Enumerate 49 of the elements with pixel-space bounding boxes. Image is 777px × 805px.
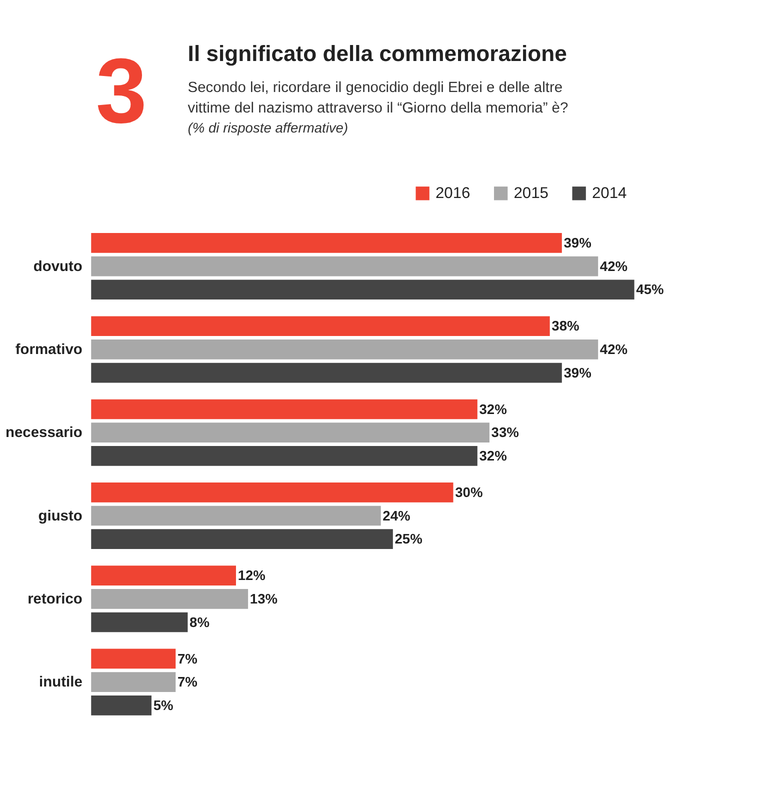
bar bbox=[91, 566, 236, 586]
bar bbox=[91, 695, 152, 716]
legend-label: 2014 bbox=[592, 184, 628, 202]
legend-label: 2015 bbox=[514, 184, 549, 202]
data-label: 24% bbox=[382, 508, 410, 524]
bar bbox=[91, 422, 490, 443]
y-tick-label: giusto bbox=[38, 508, 82, 524]
data-label: 13% bbox=[250, 592, 278, 607]
bar bbox=[91, 446, 478, 466]
data-label: 39% bbox=[564, 236, 592, 251]
bar bbox=[91, 362, 562, 383]
bar bbox=[91, 612, 188, 632]
legend-label: 2016 bbox=[435, 184, 471, 202]
bar bbox=[91, 648, 176, 669]
data-label: 7% bbox=[177, 674, 198, 690]
bar bbox=[91, 233, 562, 253]
data-label: 32% bbox=[479, 402, 507, 417]
data-label: 39% bbox=[564, 365, 592, 380]
bar bbox=[91, 340, 598, 360]
data-label: 12% bbox=[238, 568, 266, 584]
data-label: 42% bbox=[600, 342, 628, 358]
data-label: 8% bbox=[190, 614, 210, 630]
data-label: 38% bbox=[552, 318, 580, 334]
y-tick-label: formativo bbox=[15, 342, 82, 358]
data-label: 32% bbox=[479, 448, 507, 464]
data-label: 45% bbox=[636, 282, 664, 298]
bar bbox=[91, 280, 634, 300]
text: 3 bbox=[96, 40, 147, 143]
bar bbox=[91, 482, 454, 502]
y-tick-label: necessario bbox=[5, 425, 82, 442]
data-label: 5% bbox=[153, 698, 174, 714]
chart-title: Il significato della commemorazione bbox=[188, 40, 567, 66]
bar bbox=[91, 529, 393, 550]
bar bbox=[91, 316, 550, 336]
bar bbox=[91, 256, 598, 276]
data-label: 42% bbox=[600, 258, 628, 274]
chart-subtitle: Secondo lei, ricordare il genocidio degli Ebrei e delle altre vittime del nazismo attraverso il “Giorno della memoria” è? bbox=[188, 80, 568, 116]
data-label: 30% bbox=[455, 485, 483, 500]
data-label: 33% bbox=[491, 425, 519, 440]
bar bbox=[91, 588, 248, 609]
y-tick-label: dovuto bbox=[33, 258, 82, 275]
bar bbox=[91, 672, 176, 692]
bar bbox=[91, 399, 478, 420]
data-label: 25% bbox=[394, 532, 422, 547]
text: (% di risposte affermative) bbox=[188, 120, 348, 136]
y-tick-label: retorico bbox=[28, 592, 82, 608]
y-tick-label: inutile bbox=[39, 674, 82, 691]
bar bbox=[91, 506, 381, 526]
data-label: 7% bbox=[177, 651, 198, 666]
